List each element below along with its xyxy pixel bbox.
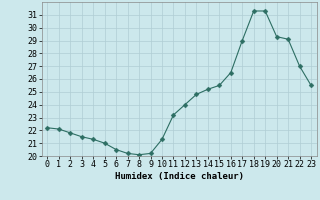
- X-axis label: Humidex (Indice chaleur): Humidex (Indice chaleur): [115, 172, 244, 181]
